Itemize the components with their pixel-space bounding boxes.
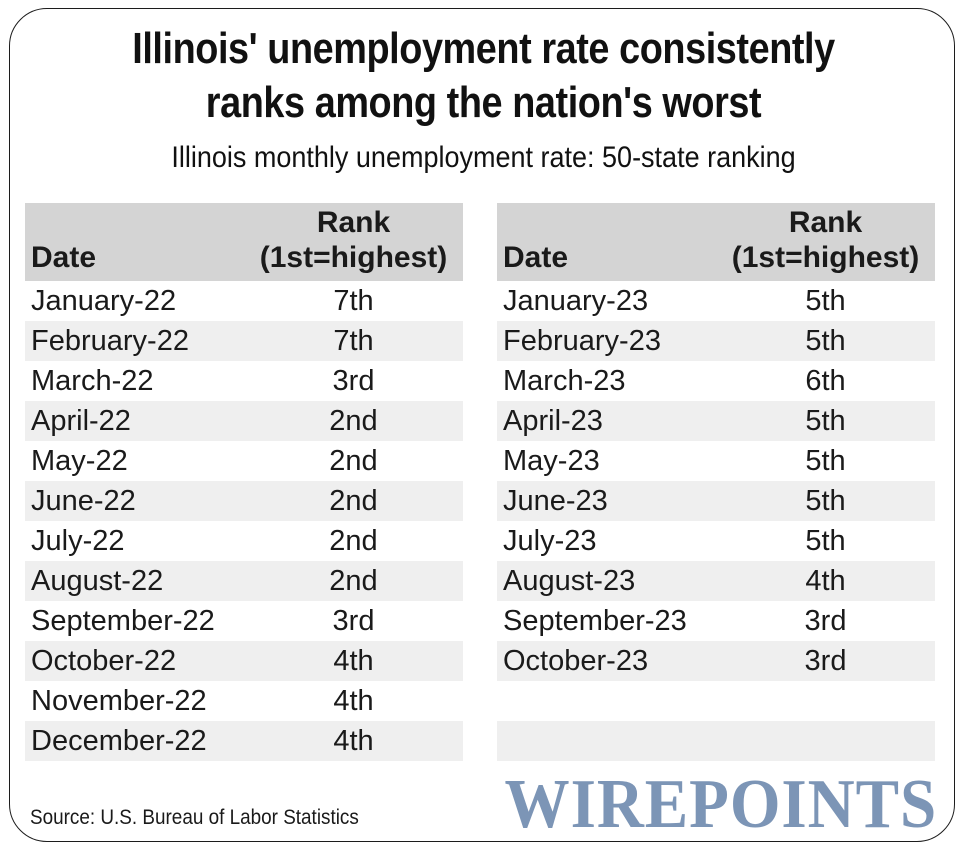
page-title: Illinois' unemployment rate consistently… [68, 22, 900, 130]
rank-cell [716, 681, 935, 721]
date-cell: December-22 [31, 724, 207, 757]
rank-cell: 4th [805, 564, 846, 597]
column-header-rank: Rank (1st=highest) [244, 203, 463, 281]
rank-cell: 5th [805, 284, 846, 317]
date-cell: August-22 [31, 564, 164, 597]
date-cell: September-23 [503, 604, 687, 637]
table-2022: Date Rank (1st=highest) January-22 7th Feb… [25, 203, 463, 761]
rank-cell: 7th [333, 284, 374, 317]
table-row: August-23 4th [497, 561, 935, 601]
rank-cell: 3rd [804, 644, 847, 677]
table-row: April-23 5th [497, 401, 935, 441]
table-row: April-22 2nd [25, 401, 463, 441]
rank-cell: 5th [805, 484, 846, 517]
table-row: August-22 2nd [25, 561, 463, 601]
rank-cell: 5th [805, 324, 846, 357]
date-cell [497, 681, 716, 721]
table-row: December-22 4th [25, 721, 463, 761]
rank-cell: 4th [333, 644, 374, 677]
date-cell: October-23 [503, 644, 649, 677]
rank-cell: 3rd [332, 364, 375, 397]
table-2023-header: Date Rank (1st=highest) [497, 203, 935, 281]
table-row: March-22 3rd [25, 361, 463, 401]
rank-header-line-2: (1st=highest) [731, 241, 920, 274]
date-cell: October-22 [31, 644, 177, 677]
date-cell: September-22 [31, 604, 215, 637]
date-cell: April-22 [31, 404, 131, 437]
date-cell: April-23 [503, 404, 603, 437]
rank-cell [716, 721, 935, 761]
date-cell: February-22 [31, 324, 189, 357]
table-row: June-23 5th [497, 481, 935, 521]
rank-header-line-2: (1st=highest) [259, 241, 448, 274]
wirepoints-logo: WIREPOINTS [504, 766, 937, 843]
table-2023-body: January-23 5th February-23 5th March-23 6th Ap… [497, 281, 935, 761]
date-cell: July-23 [503, 524, 597, 557]
date-cell: June-23 [503, 484, 608, 517]
table-row: February-23 5th [497, 321, 935, 361]
tables-container: Date Rank (1st=highest) January-22 7th Feb… [25, 203, 935, 761]
date-cell: March-22 [31, 364, 154, 397]
rank-cell: 4th [333, 724, 374, 757]
table-row: January-23 5th [497, 281, 935, 321]
date-cell [497, 721, 716, 761]
rank-cell: 3rd [804, 604, 847, 637]
table-2023: Date Rank (1st=highest) January-23 5th Feb… [497, 203, 935, 761]
rank-cell: 2nd [329, 524, 378, 557]
date-cell: May-22 [31, 444, 128, 477]
date-cell: January-22 [31, 284, 177, 317]
rank-cell: 2nd [329, 484, 378, 517]
date-cell: February-23 [503, 324, 661, 357]
table-row: May-22 2nd [25, 441, 463, 481]
source-note: Source: U.S. Bureau of Labor Statistics [30, 806, 359, 829]
table-2022-header: Date Rank (1st=highest) [25, 203, 463, 281]
date-cell: November-22 [31, 684, 207, 717]
table-row [497, 721, 935, 761]
rank-cell: 2nd [329, 444, 378, 477]
table-row: October-23 3rd [497, 641, 935, 681]
table-2022-body: January-22 7th February-22 7th March-22 3rd Ap… [25, 281, 463, 761]
table-row: January-22 7th [25, 281, 463, 321]
column-header-date: Date [31, 241, 97, 274]
date-cell: January-23 [503, 284, 649, 317]
table-row: February-22 7th [25, 321, 463, 361]
subtitle: Illinois monthly unemployment rate: 50-s… [171, 141, 796, 174]
rank-cell: 5th [805, 404, 846, 437]
rank-cell: 2nd [329, 404, 378, 437]
column-header-date: Date [503, 241, 569, 274]
rank-cell: 5th [805, 524, 846, 557]
table-row: May-23 5th [497, 441, 935, 481]
rank-cell: 3rd [332, 604, 375, 637]
rank-cell: 7th [333, 324, 374, 357]
table-row: September-23 3rd [497, 601, 935, 641]
table-row: July-22 2nd [25, 521, 463, 561]
title-line-1: Illinois' unemployment rate consistently [132, 24, 835, 73]
date-cell: July-22 [31, 524, 125, 557]
table-row: July-23 5th [497, 521, 935, 561]
rank-cell: 5th [805, 444, 846, 477]
rank-header-line-1: Rank [788, 206, 863, 239]
rank-cell: 6th [805, 364, 846, 397]
table-row: October-22 4th [25, 641, 463, 681]
table-row: March-23 6th [497, 361, 935, 401]
title-line-2: ranks among the nation's worst [205, 78, 762, 127]
date-cell: March-23 [503, 364, 626, 397]
date-cell: June-22 [31, 484, 136, 517]
table-row [497, 681, 935, 721]
table-row: June-22 2nd [25, 481, 463, 521]
rank-cell: 2nd [329, 564, 378, 597]
table-row: November-22 4th [25, 681, 463, 721]
column-header-rank: Rank (1st=highest) [716, 203, 935, 281]
rank-header-line-1: Rank [316, 206, 391, 239]
date-cell: May-23 [503, 444, 600, 477]
date-cell: August-23 [503, 564, 636, 597]
rank-cell: 4th [333, 684, 374, 717]
table-row: September-22 3rd [25, 601, 463, 641]
